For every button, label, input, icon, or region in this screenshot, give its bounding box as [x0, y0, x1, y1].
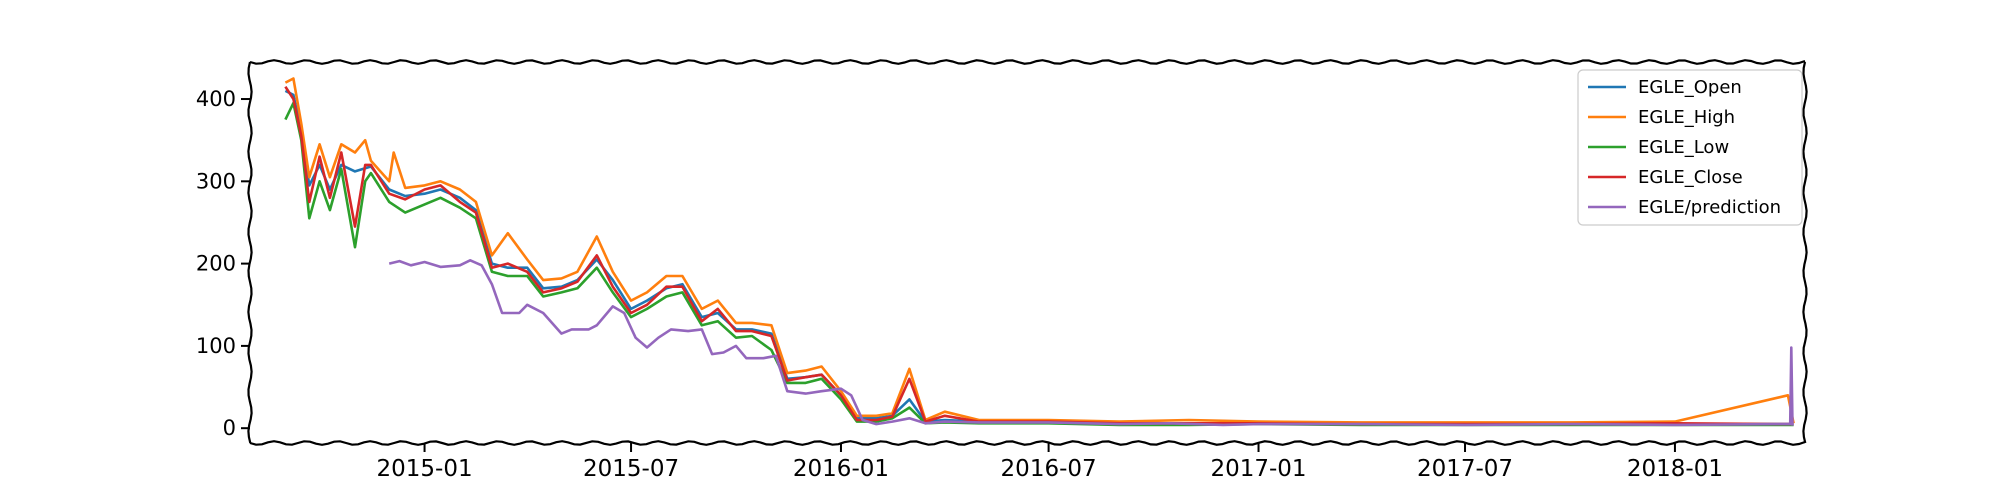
- right-spine: [1802, 61, 1808, 444]
- y-tick-label: 300: [196, 169, 236, 193]
- x-tick-label: 2016-01: [793, 456, 889, 482]
- top-spine: [249, 59, 1806, 65]
- legend-label: EGLE_Open: [1638, 77, 1742, 98]
- x-tick-label: 2015-07: [583, 456, 679, 482]
- series-line-egle-close: [284, 85, 1794, 426]
- legend-label: EGLE_Close: [1638, 167, 1743, 188]
- x-tick-label: 2018-01: [1627, 456, 1723, 482]
- y-tick-label: 200: [196, 252, 236, 276]
- x-tick-label: 2016-07: [1001, 456, 1097, 482]
- series-line-egle-prediction: [388, 259, 1794, 427]
- series-line-egle-open: [284, 89, 1794, 426]
- legend-label: EGLE/prediction: [1638, 197, 1781, 218]
- legend-box: [1577, 69, 1803, 226]
- bottom-spine: [249, 440, 1806, 446]
- x-tick-label: 2017-01: [1210, 456, 1306, 482]
- y-tick-label: 0: [223, 416, 236, 440]
- axes-frame: [247, 59, 1808, 446]
- legend-label: EGLE_Low: [1638, 137, 1729, 158]
- x-tick-label: 2015-01: [376, 456, 472, 482]
- series-group: [284, 77, 1795, 427]
- legend: EGLE_Open EGLE_High EGLE_Low EGLE_Close EGLE…: [1577, 69, 1803, 226]
- series-line-egle-high: [284, 77, 1795, 424]
- y-axis: 0 100 200 300 400: [196, 87, 250, 440]
- y-tick-label: 100: [196, 334, 236, 358]
- legend-label: EGLE_High: [1638, 107, 1735, 128]
- y-tick-label: 400: [196, 87, 236, 111]
- x-tick-label: 2017-07: [1417, 456, 1513, 482]
- left-spine: [247, 61, 253, 444]
- x-axis: 2015-01 2015-07 2016-01 2016-07 2017-01 2017-…: [376, 443, 1723, 482]
